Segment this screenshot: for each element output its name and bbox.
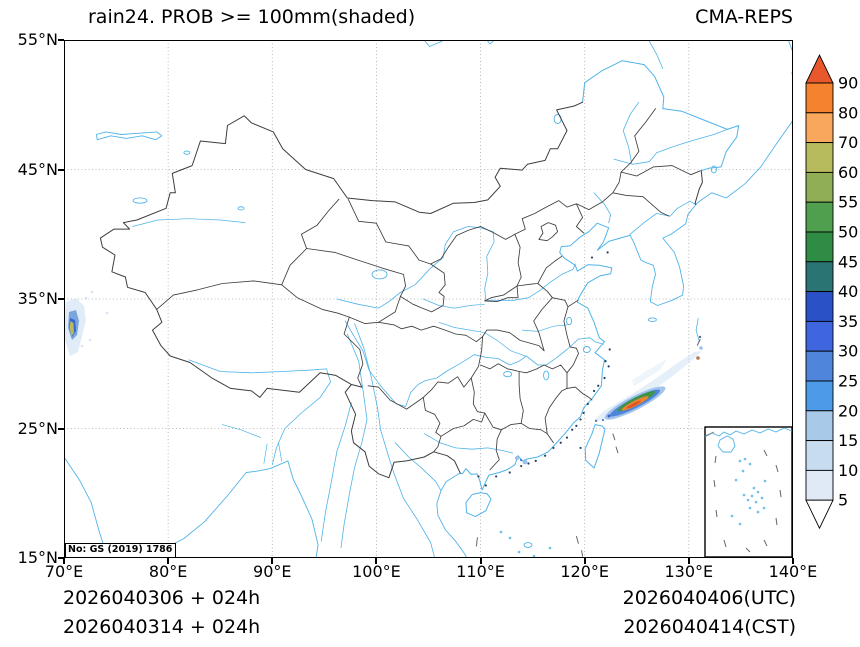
colorbar-segment [805, 440, 834, 471]
china-probability-map [64, 40, 793, 558]
colorbar-segment [805, 201, 834, 233]
lat-tick-mark [58, 427, 64, 430]
lat-tick-label: 55°N [17, 30, 58, 49]
valid-time-utc: 2026040406(UTC) [622, 587, 796, 609]
colorbar-tick-label: 5 [838, 491, 848, 510]
model-name: CMA-REPS [695, 6, 793, 28]
map-license-number: No: GS (2019) 1786 [65, 543, 177, 558]
lat-tick-mark [58, 298, 64, 300]
lon-tick-label: 80°E [148, 562, 188, 581]
colorbar-tick-label: 40 [838, 282, 858, 301]
colorbar-segment [805, 82, 834, 114]
lat-tick-label: 45°N [17, 159, 58, 179]
valid-time-cst: 2026040414(CST) [623, 616, 796, 638]
lon-tick-mark [375, 558, 378, 564]
lat-tick-mark [58, 168, 64, 171]
lat-tick-mark [58, 39, 64, 41]
lon-tick-mark [791, 558, 794, 564]
lon-tick-label: 140°E [768, 562, 818, 581]
boundary-dashes [475, 338, 701, 557]
lon-tick-label: 110°E [456, 562, 505, 581]
colorbar-tick-label: 10 [838, 461, 858, 480]
lon-tick-mark [271, 558, 274, 564]
colorbar-tick-label: 35 [838, 312, 858, 331]
coastlines-and-rivers [64, 40, 793, 558]
colorbar-segment [805, 171, 834, 203]
colorbar-tick-label: 30 [838, 342, 858, 361]
lon-tick-label: 70°E [44, 562, 84, 581]
lon-tick-label: 100°E [352, 562, 401, 581]
valid-time-block: 2026040406(UTC) 2026040414(CST) [623, 584, 796, 642]
colorbar-segment [805, 410, 834, 442]
init-time-cst: 2026040314 + 024h [63, 616, 261, 638]
colorbar-segment [805, 350, 834, 382]
colorbar-tick-label: 20 [838, 401, 858, 420]
lon-tick-label: 130°E [664, 562, 714, 581]
colorbar-segment [805, 112, 834, 144]
colorbar-segment [805, 261, 834, 293]
lon-tick-mark [63, 558, 65, 564]
lat-tick-label: 15°N [17, 548, 58, 567]
probability-shading [64, 290, 703, 465]
colorbar-segment [805, 231, 834, 263]
lat-tick-mark [58, 557, 64, 559]
init-time-block: 2026040306 + 024h 2026040314 + 024h [63, 584, 260, 642]
colorbar-under-arrow [805, 499, 834, 530]
colorbar-tick-label: 90 [838, 74, 858, 93]
colorbar-segment [805, 380, 834, 412]
init-time-utc: 2026040306 + 024h [63, 587, 261, 609]
colorbar-segment [805, 320, 834, 352]
plot-title: rain24. PROB >= 100mm(shaded) [88, 6, 416, 28]
lon-tick-label: 120°E [560, 562, 610, 581]
colorbar: 90 80 70 60 55 50 45 40 35 30 25 20 15 10 5 [805, 53, 858, 530]
lat-tick-label: 25°N [17, 418, 58, 438]
colorbar-tick-label: 60 [838, 163, 858, 182]
colorbar-segment [805, 469, 834, 501]
colorbar-tick-label: 50 [838, 223, 858, 242]
colorbar-segment [805, 142, 834, 173]
colorbar-tick-label: 70 [838, 133, 858, 152]
lon-tick-mark [687, 558, 690, 564]
colorbar-tick-label: 55 [838, 193, 858, 212]
colorbar-segment [805, 291, 834, 322]
colorbar-tick-label: 25 [838, 372, 858, 391]
colorbar-tick-label: 80 [838, 103, 858, 122]
lat-tick-label: 35°N [17, 289, 58, 308]
colorbar-over-arrow [805, 53, 834, 84]
colorbar-tick-label: 15 [838, 431, 858, 450]
political-boundaries [99, 101, 703, 479]
lon-tick-mark [479, 558, 482, 564]
lon-tick-mark [583, 558, 586, 564]
south-china-sea-inset [704, 426, 793, 558]
colorbar-tick-label: 45 [838, 252, 858, 271]
lon-tick-label: 90°E [253, 562, 292, 581]
lon-tick-mark [167, 558, 170, 564]
